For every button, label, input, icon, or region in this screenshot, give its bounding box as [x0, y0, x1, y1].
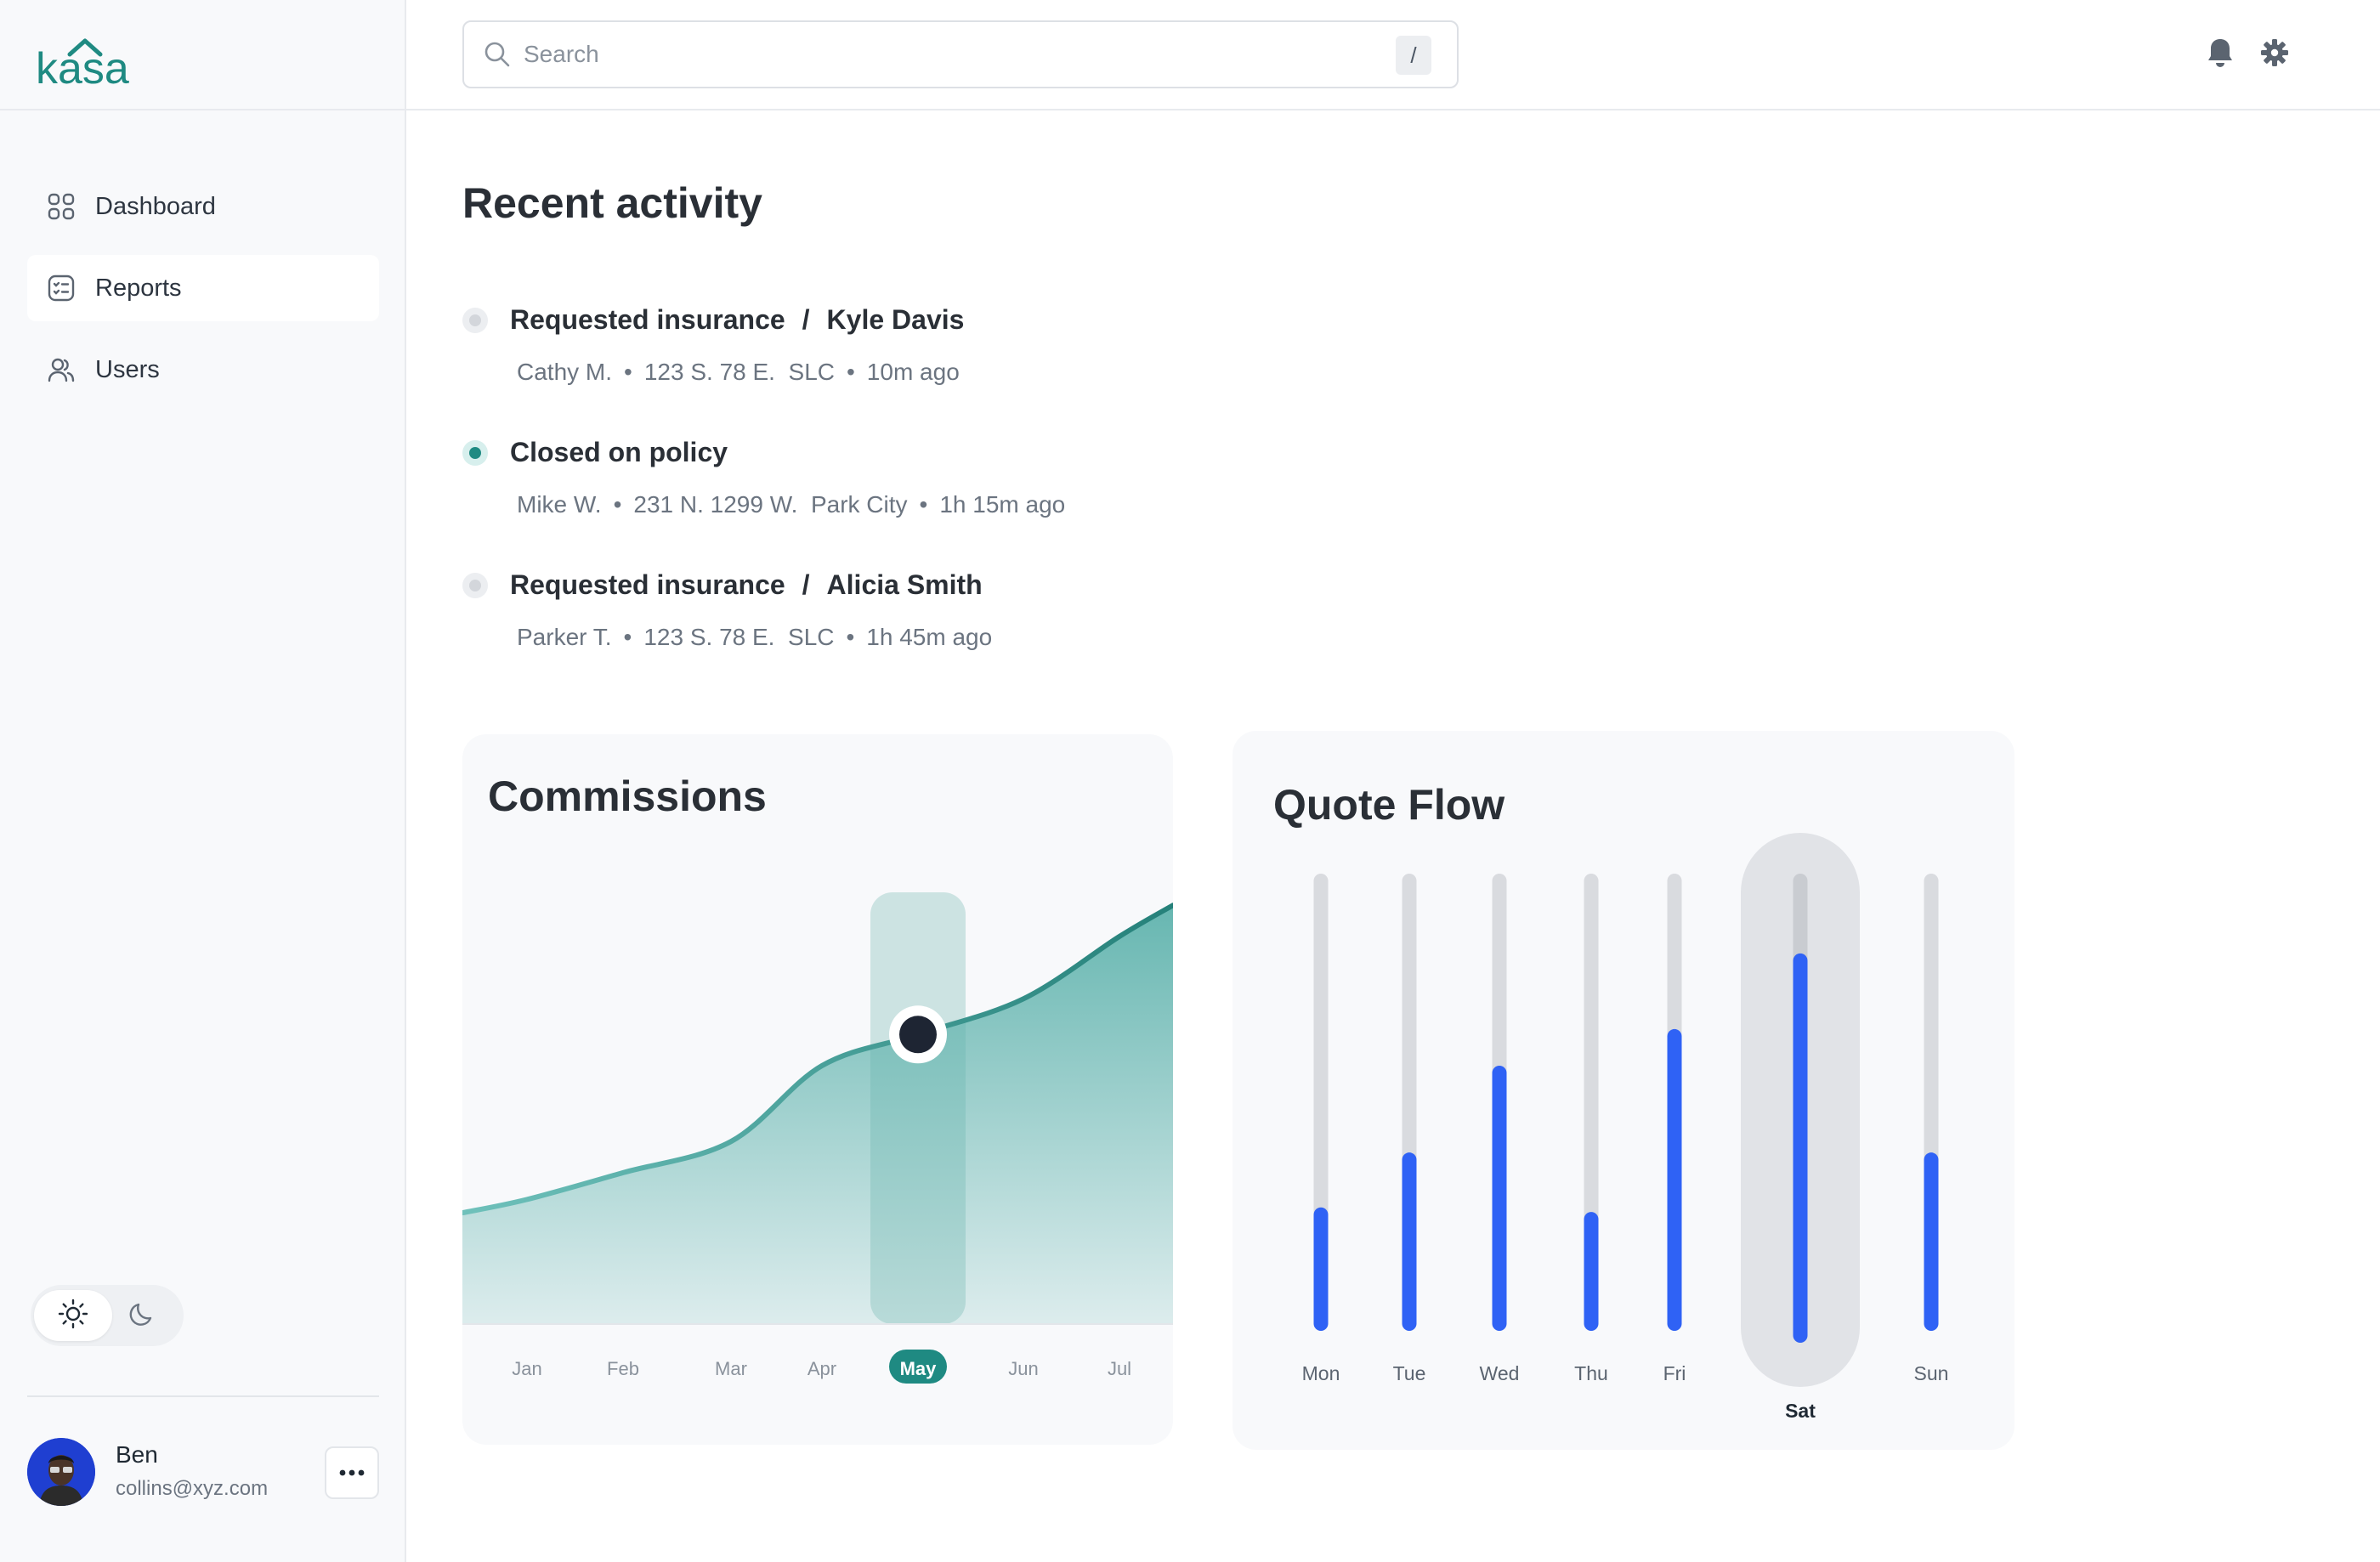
bar[interactable] [1924, 1152, 1939, 1331]
bar[interactable] [1793, 953, 1808, 1343]
activity-action: Closed on policy [510, 437, 728, 467]
header-divider [406, 109, 2380, 110]
x-tick-label[interactable]: May [900, 1358, 938, 1379]
sidebar-divider [0, 109, 406, 110]
sidebar-item-users[interactable]: Users [27, 337, 379, 403]
bar[interactable] [1313, 1207, 1329, 1331]
profile-divider [27, 1395, 379, 1397]
sun-icon [58, 1299, 88, 1333]
x-tick-label: Jun [1008, 1358, 1038, 1379]
activity-title: Closed on policy [510, 437, 728, 468]
sidebar: kasa Dashboard Reports [0, 0, 406, 1562]
bar[interactable] [1584, 1212, 1599, 1331]
activity-address: 123 S. 78 E. SLC [643, 359, 835, 385]
logo-text: kasa [36, 44, 129, 93]
x-tick-label: Jan [512, 1358, 541, 1379]
x-tick-label: Fri [1663, 1362, 1686, 1384]
x-tick-label: Jul [1108, 1358, 1131, 1379]
commissions-line [462, 903, 1173, 1216]
list-item[interactable]: Closed on policy Mike W. • 231 N. 1299 W. … [462, 432, 1652, 564]
section-title-recent-activity: Recent activity [462, 179, 762, 227]
status-dot [462, 573, 488, 598]
activity-time: 1h 15m ago [939, 491, 1066, 518]
kasa-logo[interactable]: kasa [36, 36, 138, 93]
avatar[interactable] [27, 1438, 95, 1506]
sidebar-item-dashboard[interactable]: Dashboard [27, 173, 379, 240]
light-mode-button[interactable] [34, 1290, 112, 1341]
profile-email: collins@xyz.com [116, 1477, 269, 1500]
activity-meta: Mike W. • 231 N. 1299 W. Park City • 1h 15m … [517, 491, 1066, 518]
search-icon [483, 40, 512, 69]
activity-title: Requested insurance / Kyle Davis [510, 304, 964, 336]
x-tick-label: Apr [808, 1358, 836, 1379]
x-tick-label: Wed [1480, 1362, 1520, 1384]
activity-agent: Mike W. [517, 491, 602, 518]
commissions-chart: Jan Feb Mar Apr May Jun Jul [462, 892, 1173, 1384]
profile-name: Ben [116, 1441, 158, 1468]
activity-action: Requested insurance [510, 304, 785, 335]
bar[interactable] [1667, 1028, 1682, 1331]
sidebar-item-label: Dashboard [95, 192, 216, 220]
activity-time: 10m ago [866, 359, 960, 385]
commissions-title: Commissions [488, 773, 767, 820]
sidebar-nav: Dashboard Reports Users [27, 173, 379, 418]
x-tick-pill [889, 1350, 947, 1384]
activity-address: 123 S. 78 E. SLC [643, 624, 835, 650]
dark-mode-button[interactable] [104, 1290, 182, 1341]
x-tick-label: Mon [1302, 1362, 1340, 1384]
commissions-marker-dot [899, 1016, 937, 1054]
quote-flow-chart: Mon Tue Wed Thu Fri Sat Sun [1302, 833, 1949, 1422]
bar[interactable] [1402, 1152, 1417, 1331]
more-horizontal-icon [339, 1465, 365, 1480]
sidebar-item-reports[interactable]: Reports [27, 255, 379, 321]
users-icon [46, 354, 76, 385]
gear-icon [2260, 38, 2289, 71]
x-tick-label: Mar [715, 1358, 747, 1379]
list-item[interactable]: Requested insurance / Alicia Smith Parker … [462, 564, 1652, 697]
bar[interactable] [1492, 1065, 1507, 1331]
activity-person: Alicia Smith [826, 569, 983, 600]
x-tick-label: Sun [1914, 1362, 1949, 1384]
activity-address: 231 N. 1299 W. Park City [633, 491, 908, 518]
commissions-area [462, 905, 1173, 1324]
moon-icon [128, 1299, 157, 1333]
activity-separator: / [802, 569, 810, 600]
status-dot [462, 440, 488, 466]
list-item[interactable]: Requested insurance / Kyle Davis Cathy M. •… [462, 299, 1652, 432]
commissions-card: Commissions Jan Feb Mar Apr May Jun Jul [462, 734, 1173, 1445]
activity-time: 1h 45m ago [866, 624, 993, 650]
x-tick-label: Sat [1785, 1400, 1816, 1422]
search-shortcut-key: / [1396, 36, 1431, 75]
activity-meta: Parker T. • 123 S. 78 E. SLC • 1h 45m ago [517, 624, 993, 650]
activity-person: Kyle Davis [826, 304, 965, 335]
notifications-button[interactable] [2203, 37, 2237, 71]
quote-flow-title: Quote Flow [1273, 781, 1505, 829]
profile-more-button[interactable] [325, 1446, 379, 1499]
activity-separator: / [802, 304, 810, 335]
activity-meta: Cathy M. • 123 S. 78 E. SLC • 10m ago [517, 359, 960, 385]
quote-flow-card: Quote Flow Mon Tue Wed Thu Fri Sat Sun [1232, 731, 2014, 1450]
bell-icon [2206, 37, 2235, 72]
report-icon [46, 273, 76, 303]
sidebar-item-label: Reports [95, 274, 182, 302]
status-dot [462, 308, 488, 333]
search-bar[interactable]: / [462, 20, 1459, 88]
activity-list: Requested insurance / Kyle Davis Cathy M. •… [462, 299, 1652, 697]
x-tick-label: Tue [1393, 1362, 1426, 1384]
search-input[interactable] [524, 41, 1289, 68]
activity-agent: Cathy M. [517, 359, 613, 385]
x-tick-label: Feb [607, 1358, 639, 1379]
activity-title: Requested insurance / Alicia Smith [510, 569, 983, 601]
theme-toggle [31, 1285, 184, 1346]
settings-button[interactable] [2258, 37, 2292, 71]
activity-action: Requested insurance [510, 569, 785, 600]
sidebar-item-label: Users [95, 355, 160, 383]
grid-icon [46, 191, 76, 222]
activity-agent: Parker T. [517, 624, 612, 650]
x-tick-label: Thu [1574, 1362, 1608, 1384]
